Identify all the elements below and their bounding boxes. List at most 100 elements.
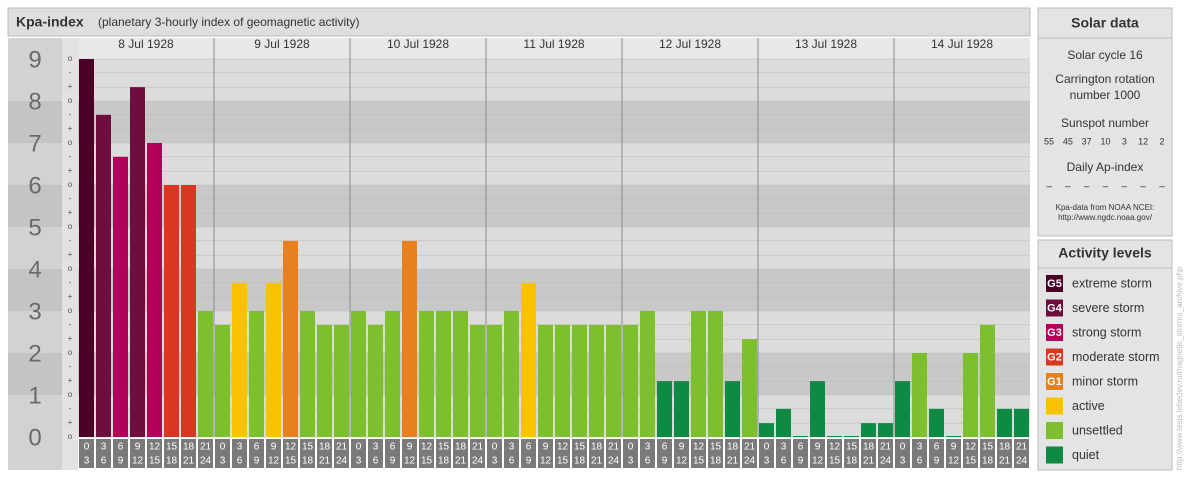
hour-box (249, 439, 264, 468)
hour-label: 21 (319, 456, 331, 467)
bar (963, 353, 978, 437)
legend-swatch (1046, 348, 1063, 366)
hour-label: 24 (1016, 456, 1028, 467)
ap-value: – (1046, 182, 1052, 193)
hour-label: 15 (557, 456, 569, 467)
hour-label: 12 (812, 456, 824, 467)
ap-value: – (1084, 182, 1090, 193)
ap-value: – (1065, 182, 1071, 193)
hour-label: 9 (679, 442, 685, 453)
band (8, 143, 62, 185)
y-tick-label: 5 (28, 214, 41, 241)
hour-label: 6 (781, 456, 787, 467)
hour-label: 21 (183, 456, 195, 467)
bar (827, 436, 842, 437)
hour-box (742, 439, 757, 468)
bar (946, 436, 961, 437)
minor-tick-label: - (69, 320, 72, 329)
minor-column (62, 38, 78, 470)
hour-box (470, 439, 485, 468)
y-tick-label: 2 (28, 340, 41, 367)
hour-box (351, 439, 366, 468)
minor-tick-label: + (68, 124, 73, 133)
bar (640, 311, 655, 437)
hour-label: 6 (118, 442, 124, 453)
day-label: 12 Jul 1928 (659, 37, 721, 51)
hour-box (538, 439, 553, 468)
hour-label: 9 (815, 442, 821, 453)
hour-label: 6 (798, 442, 804, 453)
bar (1014, 408, 1029, 437)
bar (844, 436, 859, 437)
hour-box (130, 439, 145, 468)
hour-label: 21 (455, 456, 467, 467)
band (8, 227, 62, 269)
minor-tick-label: o (68, 54, 73, 63)
band (8, 59, 62, 101)
legend-swatch (1046, 299, 1063, 317)
hour-label: 24 (608, 456, 620, 467)
hour-box (215, 439, 230, 468)
hour-label: 6 (509, 456, 515, 467)
minor-tick-label: o (68, 348, 73, 357)
hour-box (861, 439, 876, 468)
legend-label: severe storm (1072, 301, 1144, 315)
hour-box (895, 439, 910, 468)
hour-label: 9 (934, 456, 940, 467)
sunspot-title: Sunspot number (1061, 116, 1149, 130)
bar (368, 324, 383, 437)
hour-label: 3 (509, 442, 515, 453)
day-label: 9 Jul 1928 (254, 37, 310, 51)
hour-label: 12 (540, 456, 552, 467)
hour-label: 3 (492, 456, 498, 467)
minor-tick-label: - (69, 236, 72, 245)
bar (317, 324, 332, 437)
bar (589, 324, 604, 437)
hour-box (334, 439, 349, 468)
hour-label: 3 (373, 442, 379, 453)
hour-label: 12 (404, 456, 416, 467)
hour-label: 15 (421, 456, 433, 467)
minor-tick-label: + (68, 166, 73, 175)
day-label: 8 Jul 1928 (118, 37, 174, 51)
minor-tick-label: - (69, 152, 72, 161)
hour-label: 18 (302, 456, 314, 467)
hour-label: 18 (863, 442, 875, 453)
bar (861, 423, 876, 437)
hour-label: 9 (951, 442, 957, 453)
bar (164, 185, 179, 437)
bar (300, 311, 315, 437)
hour-label: 9 (271, 442, 277, 453)
hour-label: 6 (662, 442, 668, 453)
hour-label: 9 (254, 456, 260, 467)
bar (878, 423, 893, 437)
legend-label: moderate storm (1072, 350, 1160, 364)
hour-box (164, 439, 179, 468)
bar (606, 324, 621, 437)
hour-label: 9 (798, 456, 804, 467)
bar (249, 311, 264, 437)
hour-box (555, 439, 570, 468)
hour-label: 18 (999, 442, 1011, 453)
minor-tick-label: o (68, 222, 73, 231)
y-tick-label: 9 (28, 46, 41, 73)
hour-label: 24 (744, 456, 756, 467)
minor-tick-label: o (68, 180, 73, 189)
watermark: http://www.tesis.lebedev.ru/magnetic_sto… (1175, 266, 1184, 470)
bar (402, 240, 417, 437)
hour-label: 15 (693, 456, 705, 467)
bar (266, 282, 281, 437)
bar (759, 423, 774, 437)
hour-label: 24 (336, 456, 348, 467)
hour-box (368, 439, 383, 468)
minor-tick-label: + (68, 250, 73, 259)
hour-box (181, 439, 196, 468)
hour-label: 24 (200, 456, 212, 467)
ap-value: – (1122, 182, 1128, 193)
bar (181, 185, 196, 437)
legend-badge: G3 (1047, 327, 1062, 339)
hour-label: 21 (336, 442, 348, 453)
hour-box (844, 439, 859, 468)
hour-label: 15 (846, 442, 858, 453)
hour-label: 3 (645, 442, 651, 453)
